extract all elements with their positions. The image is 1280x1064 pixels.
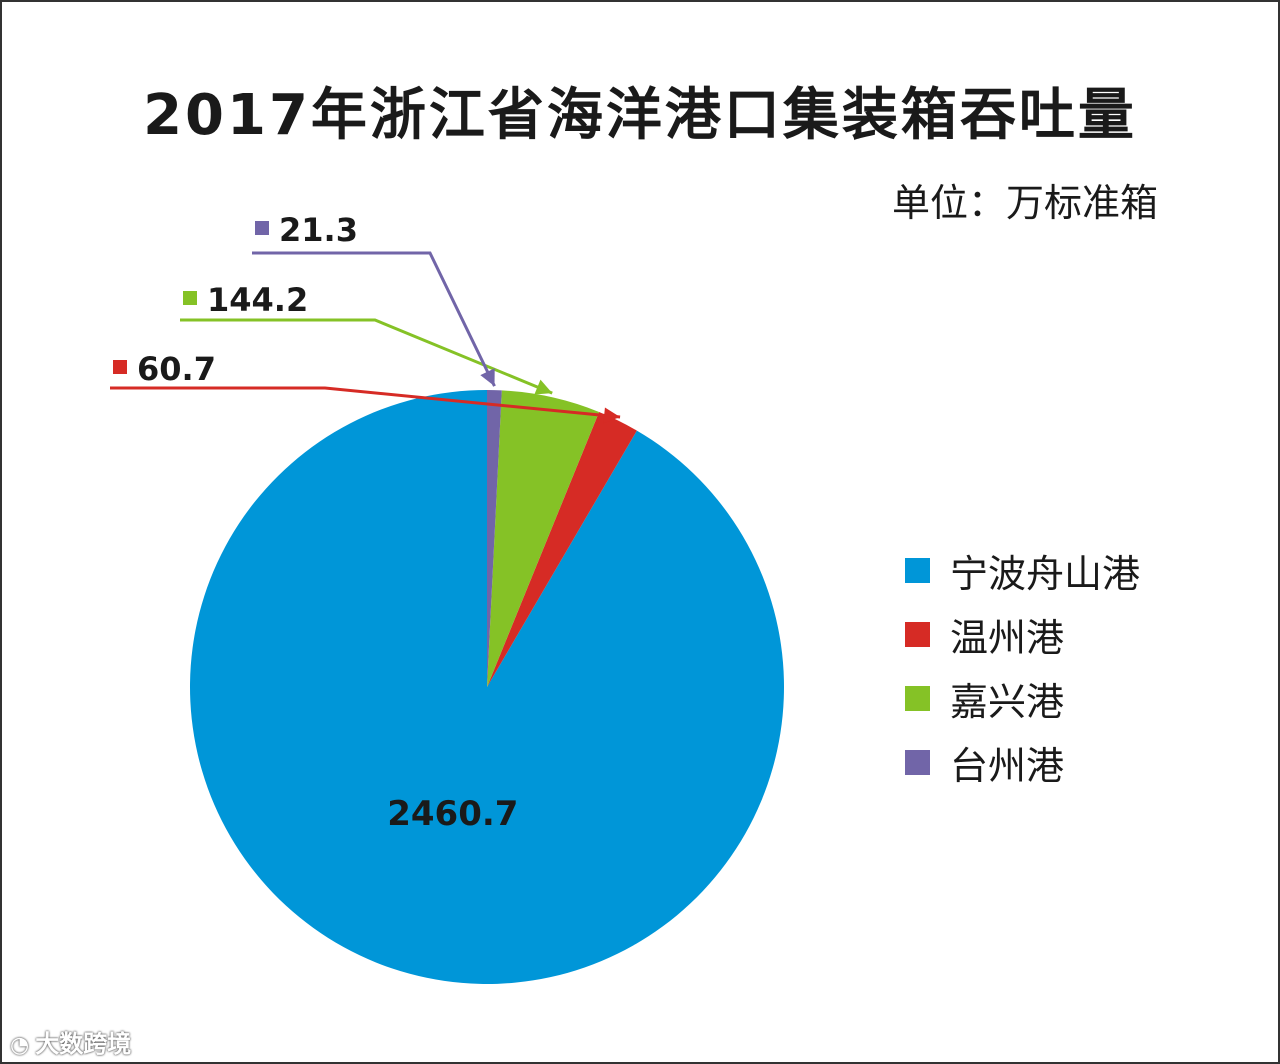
legend-label: 温州港 [950, 615, 1065, 660]
unit-label: 单位：万标准箱 [891, 181, 1158, 225]
leader-line [252, 251, 496, 387]
legend-label: 台州港 [950, 743, 1065, 788]
data-label: 144.2 [207, 281, 308, 319]
legend-item: 温州港 [905, 602, 1140, 666]
legend-swatch [905, 557, 930, 583]
watermark: ◔ 大数跨境 [10, 1024, 131, 1059]
leader-arrow [603, 407, 621, 424]
legend-swatch [905, 749, 930, 775]
weibo-icon: ◔ [10, 1033, 30, 1058]
legend-label: 嘉兴港 [950, 679, 1065, 724]
watermark-text: 大数跨境 [35, 1030, 132, 1058]
leader-line [180, 318, 553, 395]
data-label: 60.7 [137, 350, 216, 388]
legend-label: 宁波舟山港 [950, 551, 1141, 596]
legend: 宁波舟山港 温州港 嘉兴港 台州港 [905, 538, 1140, 794]
data-label: 21.3 [279, 211, 358, 249]
legend-item: 嘉兴港 [905, 666, 1140, 730]
leader-line [110, 386, 621, 419]
legend-swatch [905, 621, 930, 647]
legend-item: 宁波舟山港 [905, 538, 1140, 602]
pie-slice [487, 390, 600, 687]
legend-item: 台州港 [905, 730, 1140, 794]
legend-swatch [905, 685, 930, 711]
data-label: 2460.7 [387, 794, 518, 834]
pie-slice [190, 390, 785, 985]
callout-marker [255, 221, 269, 235]
leader-arrow [534, 379, 553, 395]
pie-slice [487, 411, 637, 687]
leader-arrow [480, 368, 495, 387]
chart-title: 2017年浙江省海洋港口集装箱吞吐量 [143, 83, 1137, 148]
callout-marker [183, 291, 197, 305]
callout-marker [113, 360, 127, 374]
pie-slice [487, 390, 502, 687]
